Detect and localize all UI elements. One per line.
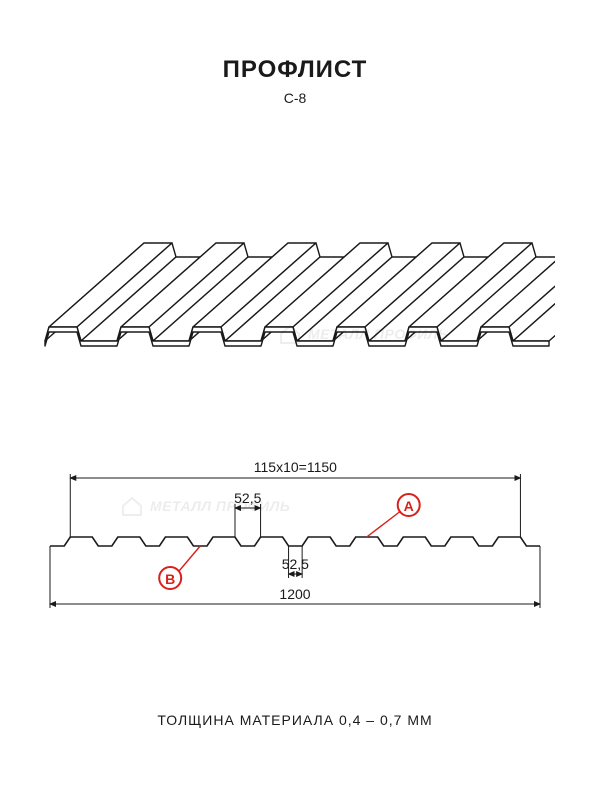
- dim-overall: 1200: [279, 586, 310, 602]
- title: ПРОФЛИСТ: [0, 56, 590, 84]
- profile-path: [50, 537, 540, 546]
- dim-top-gap: 52,5: [234, 490, 261, 506]
- profile-section-view: 115x10=1150 52,5 52,5 1200 A B: [30, 446, 560, 636]
- thickness-note: ТОЛЩИНА МАТЕРИАЛА 0,4 – 0,7 ММ: [0, 712, 590, 728]
- marker-b-label: B: [165, 571, 175, 587]
- isometric-view: [35, 196, 555, 366]
- marker-a-label: A: [404, 498, 414, 514]
- dim-pitch: 115x10=1150: [254, 459, 337, 475]
- subtitle: С-8: [0, 90, 590, 106]
- dim-bottom-gap: 52,5: [282, 556, 309, 572]
